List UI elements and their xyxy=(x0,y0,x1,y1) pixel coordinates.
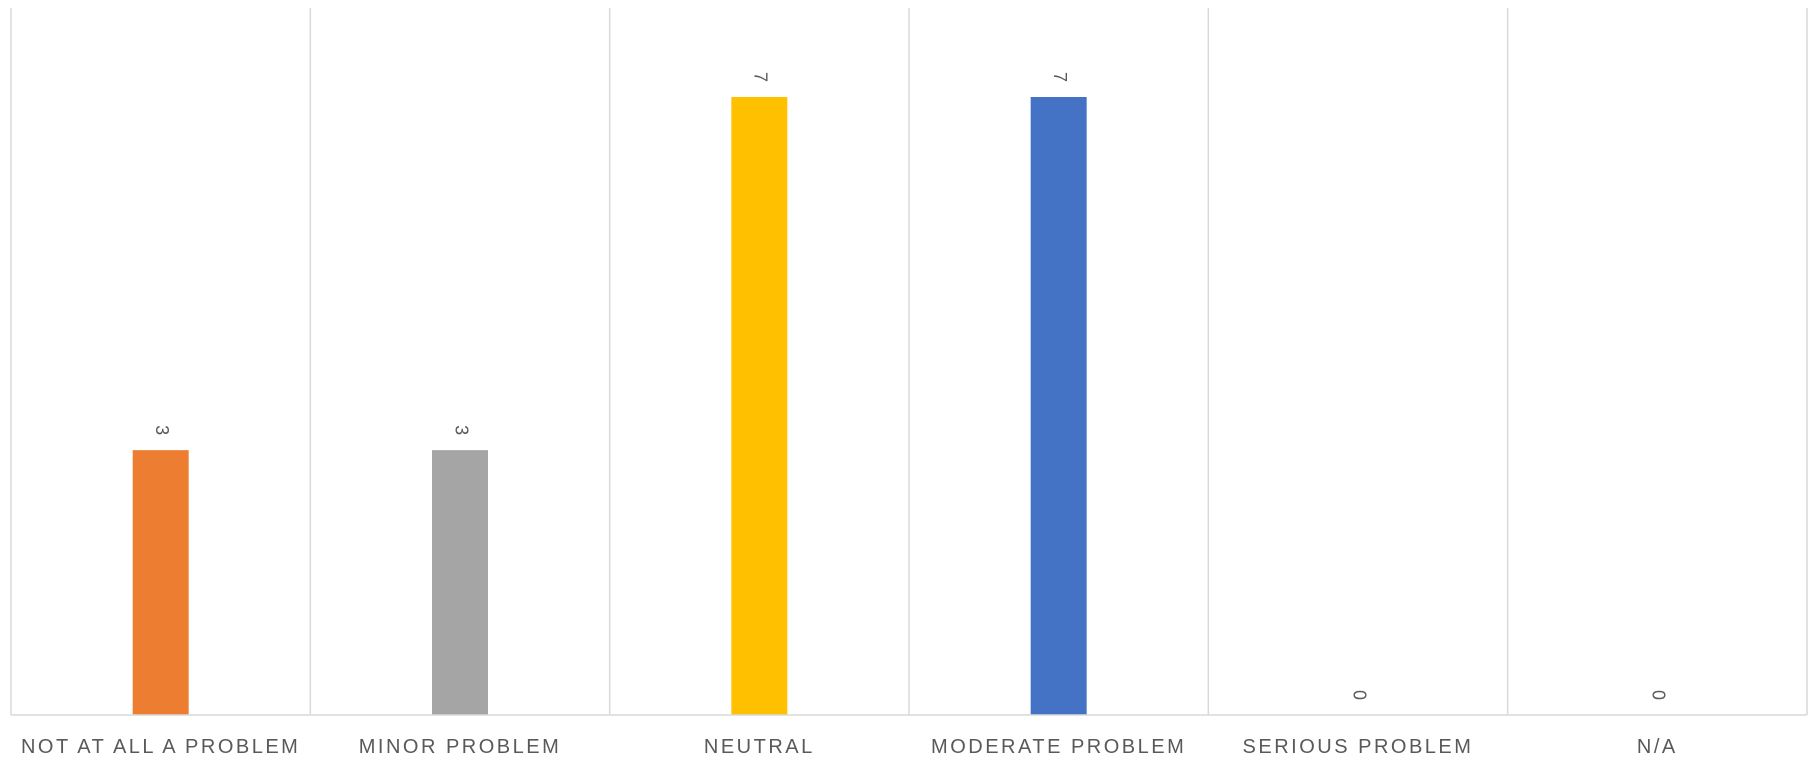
data-label-moderate-problem: 7 xyxy=(1050,72,1070,82)
category-label-n-a: N/A xyxy=(1637,736,1678,757)
category-label-serious-problem: SERIOUS PROBLEM xyxy=(1243,736,1474,757)
data-label-minor-problem: 3 xyxy=(451,425,471,435)
bar-moderate-problem xyxy=(1030,97,1087,715)
bar-layer xyxy=(132,97,1087,715)
data-label-serious-problem: 0 xyxy=(1349,690,1369,700)
data-label-n-a: 0 xyxy=(1649,690,1669,700)
category-label-not-at-all-a-problem: NOT AT ALL A PROBLEM xyxy=(21,736,300,757)
bar-neutral xyxy=(731,97,788,715)
category-label-moderate-problem: MODERATE PROBLEM xyxy=(931,736,1186,757)
category-label-neutral: NEUTRAL xyxy=(704,736,815,757)
category-label-minor-problem: MINOR PROBLEM xyxy=(359,736,562,757)
grid-layer xyxy=(10,8,1808,715)
data-label-not-at-all-a-problem: 3 xyxy=(152,425,172,435)
data-label-neutral: 7 xyxy=(751,72,771,82)
bar-minor-problem xyxy=(432,450,488,715)
bar-not-at-all-a-problem xyxy=(132,450,189,715)
category-label-layer: NOT AT ALL A PROBLEM MINOR PROBLEM NEUTRAL… xyxy=(21,736,1678,758)
data-label-layer: 3 3 7 7 0 0 xyxy=(152,72,1669,700)
